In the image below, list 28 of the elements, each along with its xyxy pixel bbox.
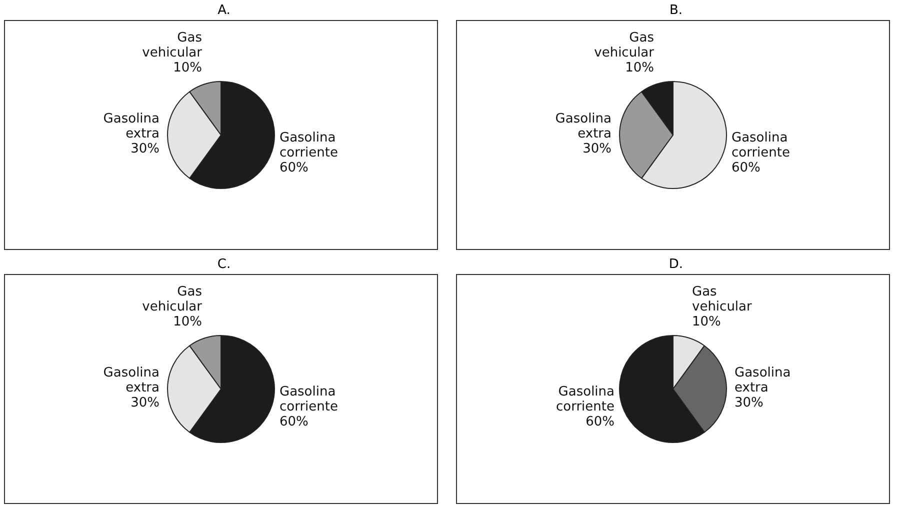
chart-title: C. [216, 256, 232, 274]
data-label: 60% [279, 160, 308, 176]
data-label: 60% [731, 160, 760, 176]
slice-label: Gasolina extra [555, 111, 612, 142]
slice-label: Gas vehicular [142, 284, 203, 314]
slice-label: Gasolina extra [734, 365, 791, 396]
data-label: 30% [582, 141, 612, 156]
slice-label: Gasolina corriente [556, 384, 615, 414]
slice-label: Gasolina corriente [731, 130, 790, 160]
slice-label: Gas vehicular [594, 30, 655, 60]
data-label: 30% [130, 395, 160, 410]
data-label: 60% [586, 414, 615, 430]
chart-title: D. [668, 256, 684, 274]
data-label: 30% [734, 395, 764, 410]
slice-label: Gasolina extra [103, 365, 160, 396]
chart-title: B. [668, 2, 684, 20]
slice-label: Gas vehicular [692, 284, 753, 314]
slice-label: Gasolina corriente [279, 130, 338, 160]
chart-title: A. [216, 2, 232, 20]
data-label: 10% [173, 314, 202, 330]
slice-label: Gasolina corriente [279, 384, 338, 414]
data-label: 60% [279, 414, 308, 430]
data-label: 10% [692, 314, 721, 330]
slice-label: Gas vehicular [142, 30, 203, 60]
slice-label: Gasolina extra [103, 111, 160, 142]
data-label: 10% [173, 60, 202, 76]
data-label: 10% [625, 60, 654, 76]
data-label: 30% [130, 141, 160, 156]
